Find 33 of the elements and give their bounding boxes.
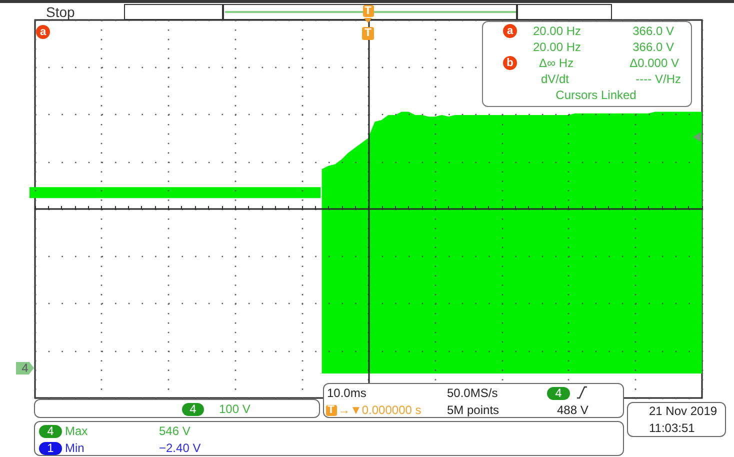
text: b	[503, 56, 517, 70]
text: 366.0 V	[632, 40, 674, 54]
text: T	[362, 5, 374, 17]
text: Stop	[46, 4, 75, 20]
text: 20.00 Hz	[533, 24, 582, 38]
text: ---- V/Hz	[636, 72, 681, 86]
text: Min	[65, 441, 84, 455]
text: 366.0 V	[632, 24, 674, 38]
text: 4	[547, 386, 570, 400]
text: 100 V	[219, 402, 250, 416]
text: 4	[16, 360, 34, 374]
text: 11:03:51	[649, 421, 695, 435]
text: T	[362, 26, 374, 40]
text: 1	[39, 440, 62, 454]
text: 4	[39, 424, 62, 438]
text: 21 Nov 2019	[649, 404, 718, 418]
text: dV/dt	[541, 72, 570, 86]
text: 4	[182, 402, 204, 416]
text: Δ∞ Hz	[539, 56, 574, 70]
text: 10.0ms	[327, 386, 366, 400]
text: 5M points	[447, 403, 500, 417]
text: a	[36, 25, 50, 39]
text: T	[326, 404, 336, 416]
text: a	[503, 24, 517, 38]
text: −2.40 V	[159, 441, 201, 455]
text: 488 V	[557, 403, 588, 417]
text: →▼0.000000 s	[338, 403, 422, 417]
text: Δ0.000 V	[630, 56, 679, 70]
text: Max	[65, 424, 88, 438]
text: 20.00 Hz	[533, 40, 582, 54]
text: Cursors Linked	[556, 88, 636, 102]
text: 50.0MS/s	[447, 386, 498, 400]
text: 546 V	[159, 424, 190, 438]
